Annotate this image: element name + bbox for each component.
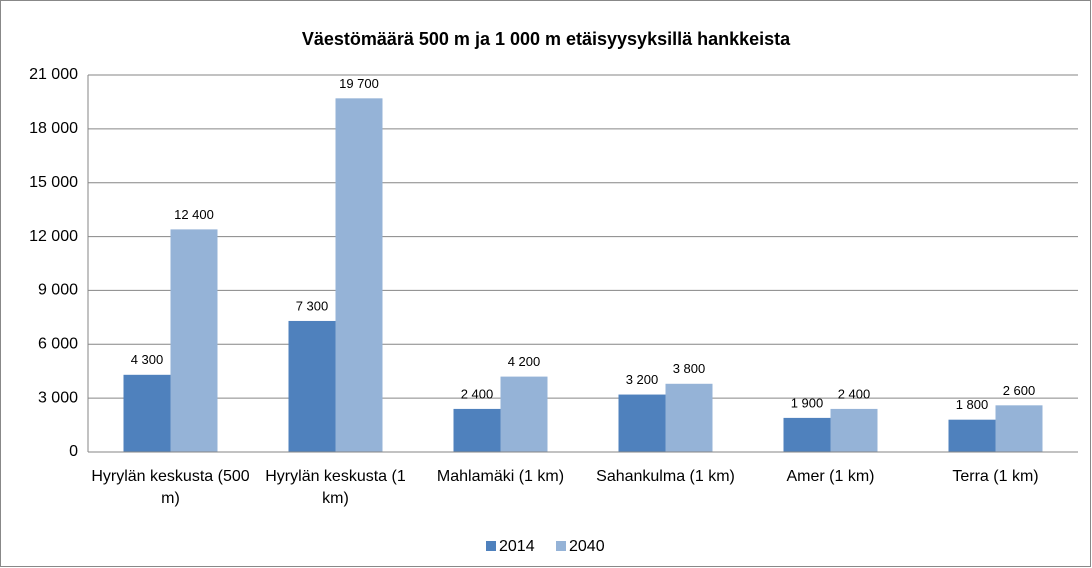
data-label: 1 800 xyxy=(956,397,989,412)
bar xyxy=(830,408,878,452)
y-tick-label: 6 000 xyxy=(38,336,78,353)
data-label: 19 700 xyxy=(339,76,379,91)
y-tick-label: 0 xyxy=(69,443,78,460)
bar xyxy=(335,98,383,452)
data-label: 2 600 xyxy=(1003,383,1036,398)
bar xyxy=(288,320,336,452)
bar xyxy=(170,229,218,452)
y-tick-label: 12 000 xyxy=(29,228,78,245)
x-tick-label: Hyrylän keskusta (1 km) xyxy=(265,468,406,507)
y-tick-label: 15 000 xyxy=(29,174,78,191)
legend-label: 2040 xyxy=(569,538,605,555)
bar xyxy=(995,405,1043,452)
bar xyxy=(783,417,831,452)
legend-swatch xyxy=(486,541,496,551)
data-label: 2 400 xyxy=(461,386,494,401)
data-label: 3 200 xyxy=(626,372,659,387)
data-label: 7 300 xyxy=(296,298,329,313)
data-label: 2 400 xyxy=(838,386,871,401)
legend-swatch xyxy=(556,541,566,551)
bar xyxy=(500,376,548,452)
bar xyxy=(618,394,666,452)
y-tick-label: 9 000 xyxy=(38,282,78,299)
bar xyxy=(665,383,713,452)
data-label: 1 900 xyxy=(791,395,824,410)
chart-title: Väestömäärä 500 m ja 1 000 m etäisyysyks… xyxy=(302,29,791,49)
data-label: 3 800 xyxy=(673,361,706,376)
y-tick-label: 21 000 xyxy=(29,66,78,83)
x-tick-label: Mahlamäki (1 km) xyxy=(436,468,565,485)
x-tick-label: Hyrylän keskusta (500 m) xyxy=(91,468,250,507)
x-tick-label: Sahankulma (1 km) xyxy=(596,468,735,485)
data-label: 12 400 xyxy=(174,207,214,222)
data-label: 4 200 xyxy=(508,354,541,369)
y-tick-label: 18 000 xyxy=(29,120,78,137)
bar xyxy=(453,408,501,452)
bar xyxy=(123,374,171,452)
bar xyxy=(948,419,996,452)
y-tick-label: 3 000 xyxy=(38,389,78,406)
x-tick-label: Terra (1 km) xyxy=(952,468,1039,485)
data-label: 4 300 xyxy=(131,352,164,367)
legend-label: 2014 xyxy=(499,538,535,555)
x-tick-label: Amer (1 km) xyxy=(786,468,875,485)
